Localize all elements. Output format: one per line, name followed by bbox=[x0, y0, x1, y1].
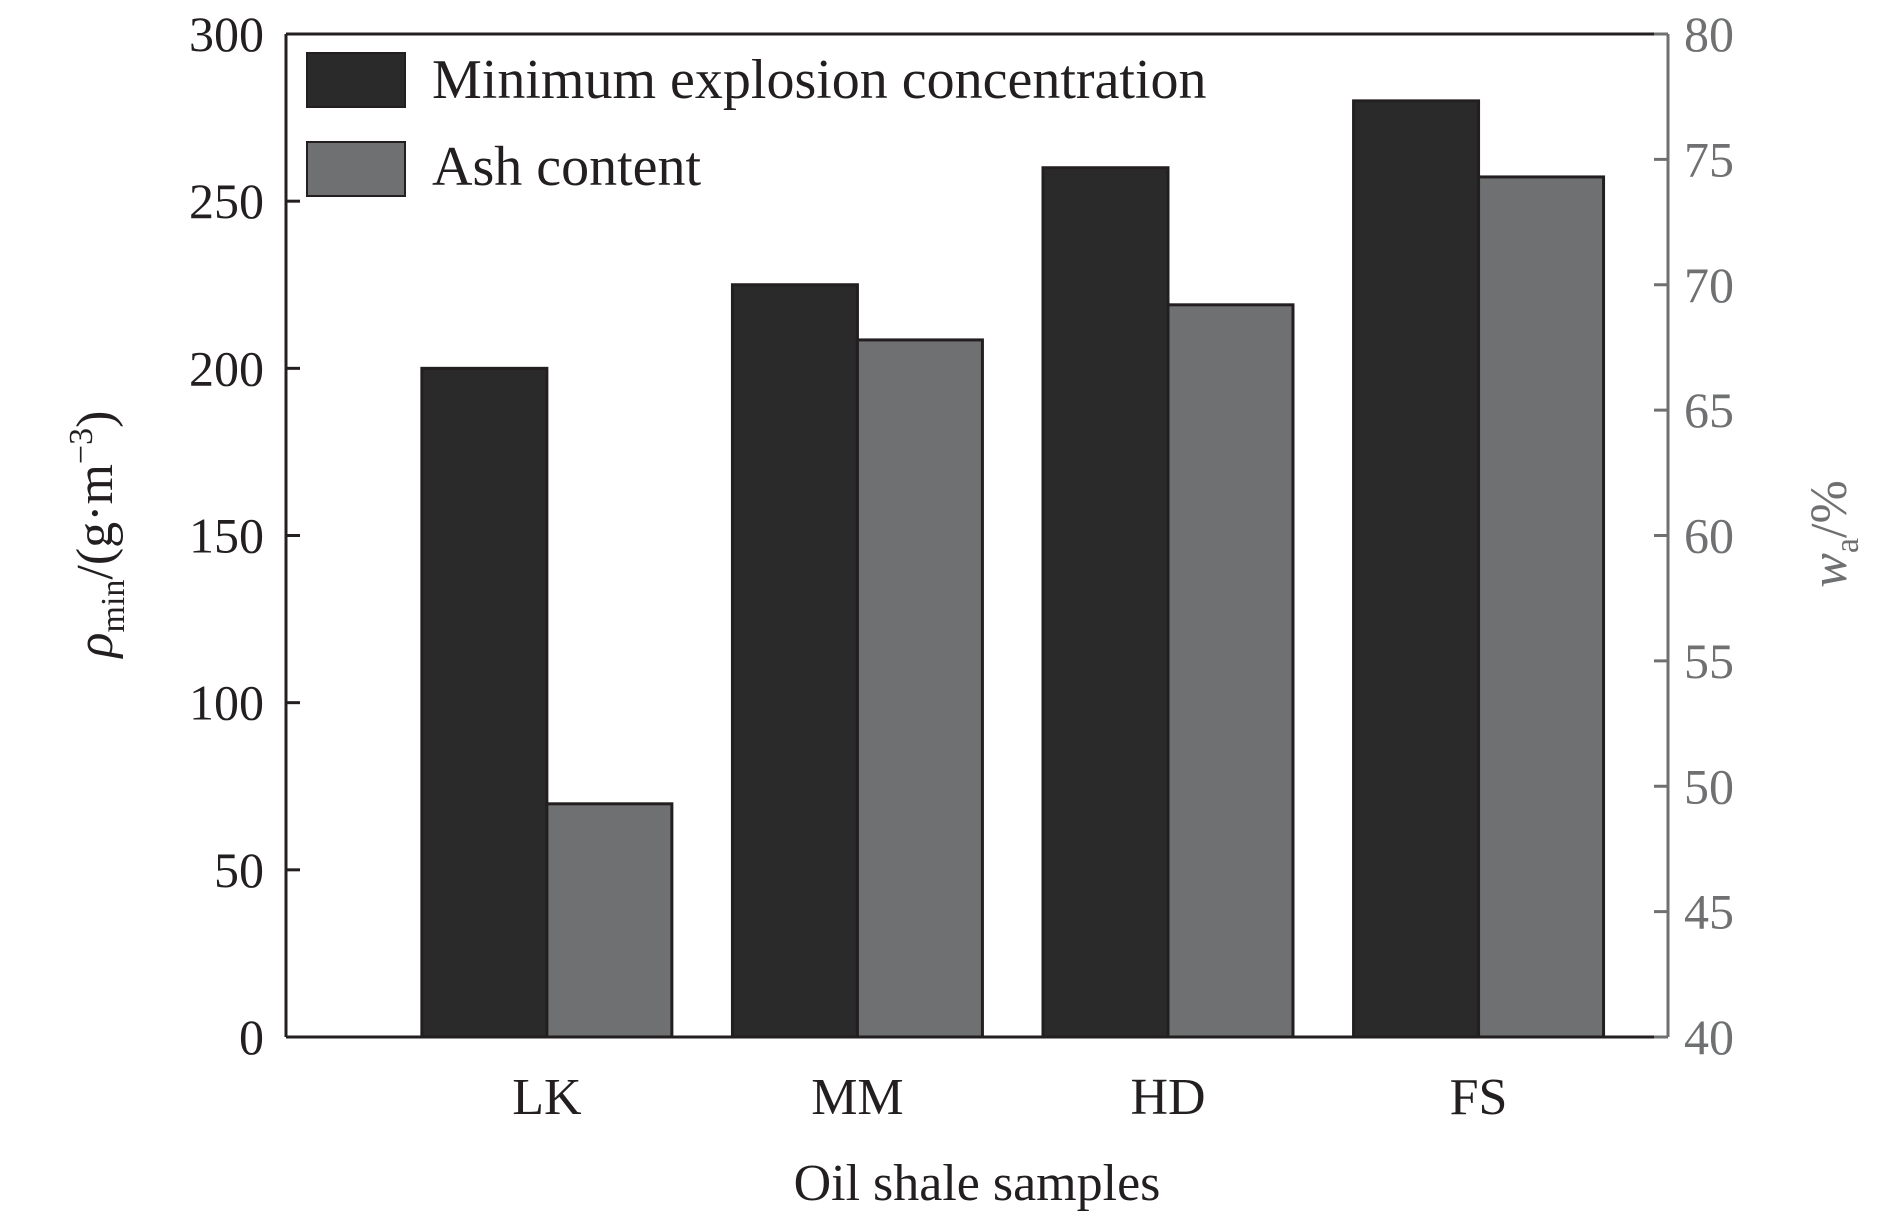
y-tick-label-left-150: 150 bbox=[189, 508, 264, 564]
ticks: LK MM HD FS 0 50 100 150 200 250 300 40 45 50 55 60 65 70… bbox=[189, 6, 1734, 1126]
y-axis-title-left: ρmin/(g·m−3) bbox=[63, 411, 132, 660]
y-tick-label-right-50: 50 bbox=[1684, 758, 1734, 814]
y-tick-label-right-40: 40 bbox=[1684, 1009, 1734, 1065]
legend: Minimum explosion concentration Ash cont… bbox=[306, 49, 1207, 198]
y-axis-title-right-unit: /% bbox=[1801, 480, 1858, 538]
y-tick-label-right-80: 80 bbox=[1684, 6, 1734, 62]
bar-series-2-lk bbox=[545, 802, 674, 1039]
y-tick-label-left-300: 300 bbox=[189, 6, 264, 62]
legend-label-series-1: Minimum explosion concentration bbox=[432, 49, 1207, 111]
bar-series-1-mm bbox=[730, 283, 859, 1039]
y-axis-title-left-superscript: −3 bbox=[63, 428, 100, 464]
y-tick-label-right-70: 70 bbox=[1684, 257, 1734, 313]
y-tick-label-right-55: 55 bbox=[1684, 633, 1734, 689]
bar-series-2-mm bbox=[855, 338, 984, 1039]
bars bbox=[420, 99, 1606, 1039]
y-axis-title-left-symbol: ρ bbox=[67, 632, 124, 659]
legend-swatch-series-1 bbox=[306, 52, 406, 108]
x-tick-label-lk: LK bbox=[512, 1069, 582, 1126]
y-tick-label-left-100: 100 bbox=[189, 675, 264, 731]
y-axis-title-right-symbol: w bbox=[1801, 553, 1858, 588]
bar-series-1-fs bbox=[1352, 99, 1481, 1039]
y-axis-title-right: wa/% bbox=[1801, 480, 1866, 588]
y-tick-label-left-250: 250 bbox=[189, 173, 264, 229]
x-tick-label-hd: HD bbox=[1130, 1069, 1205, 1126]
x-tick-label-fs: FS bbox=[1450, 1069, 1508, 1126]
y-tick-label-left-50: 50 bbox=[214, 842, 264, 898]
bar-series-1-lk bbox=[420, 366, 549, 1039]
bar-series-1-hd bbox=[1041, 166, 1170, 1039]
y-tick-label-right-60: 60 bbox=[1684, 508, 1734, 564]
y-axis-title-right-subscript: a bbox=[1829, 538, 1866, 553]
y-axis-title-left-unit: /(g·m bbox=[67, 464, 124, 580]
y-tick-label-left-200: 200 bbox=[189, 340, 264, 396]
bar-series-2-hd bbox=[1166, 303, 1295, 1039]
y-axis-title-left-close: ) bbox=[67, 411, 124, 428]
y-tick-label-right-45: 45 bbox=[1684, 884, 1734, 940]
legend-label-series-2: Ash content bbox=[432, 136, 702, 198]
legend-swatch-series-2 bbox=[306, 141, 406, 197]
y-tick-label-right-75: 75 bbox=[1684, 131, 1734, 187]
x-axis-title: Oil shale samples bbox=[794, 1155, 1161, 1212]
x-tick-label-mm: MM bbox=[811, 1069, 903, 1126]
bar-series-2-fs bbox=[1477, 175, 1606, 1039]
y-tick-label-right-65: 65 bbox=[1684, 382, 1734, 438]
y-tick-label-left-0: 0 bbox=[239, 1009, 264, 1065]
y-axis-title-left-subscript: min bbox=[95, 580, 132, 633]
